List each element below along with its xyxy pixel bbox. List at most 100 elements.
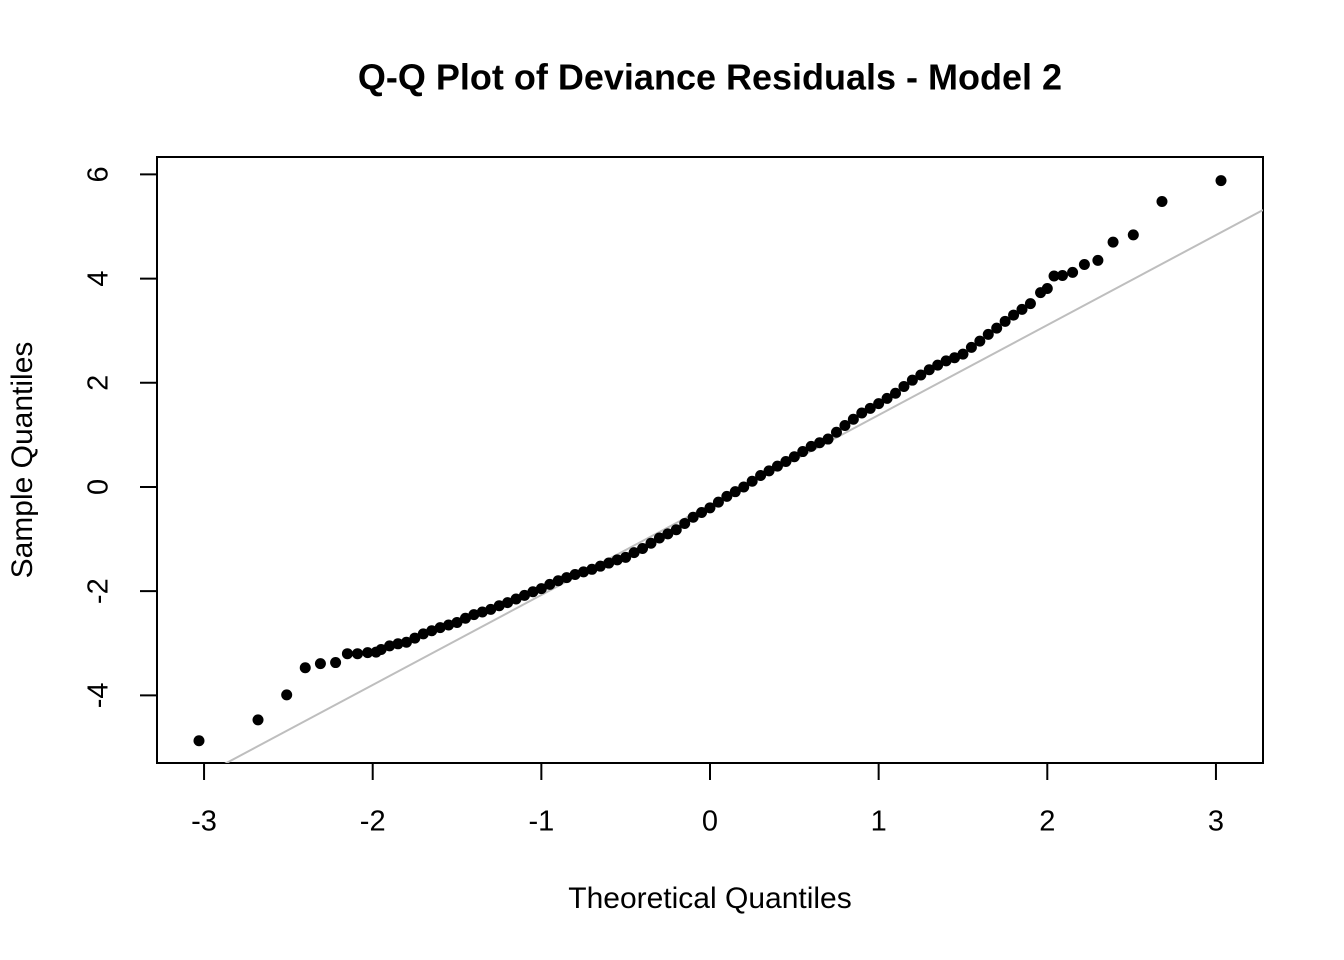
point bbox=[662, 528, 674, 540]
point bbox=[459, 612, 471, 624]
point bbox=[755, 470, 767, 482]
point bbox=[384, 640, 396, 652]
point bbox=[1215, 175, 1227, 187]
point bbox=[1127, 229, 1139, 241]
point bbox=[1092, 254, 1104, 266]
point bbox=[493, 600, 505, 612]
point bbox=[847, 413, 859, 425]
point bbox=[409, 632, 421, 644]
point bbox=[915, 369, 927, 381]
point bbox=[527, 586, 539, 598]
point bbox=[1008, 309, 1020, 321]
point bbox=[451, 616, 463, 628]
point bbox=[417, 628, 429, 640]
point bbox=[281, 689, 293, 701]
point bbox=[746, 475, 758, 487]
point bbox=[1156, 195, 1168, 207]
point bbox=[839, 420, 851, 432]
point bbox=[620, 551, 632, 563]
point bbox=[1016, 303, 1028, 315]
y-tick-label: -2 bbox=[83, 578, 115, 604]
point bbox=[535, 583, 547, 595]
plot-area bbox=[193, 175, 1263, 763]
point bbox=[965, 341, 977, 353]
point bbox=[341, 648, 353, 660]
point bbox=[856, 407, 868, 419]
point bbox=[352, 648, 364, 660]
point bbox=[485, 603, 497, 615]
point bbox=[999, 315, 1011, 327]
point bbox=[314, 658, 326, 670]
point bbox=[932, 359, 944, 371]
point bbox=[763, 465, 775, 477]
x-tick-label: 1 bbox=[871, 806, 887, 838]
point bbox=[898, 380, 910, 392]
point bbox=[330, 657, 342, 669]
x-tick-label: 2 bbox=[1039, 806, 1055, 838]
point bbox=[628, 547, 640, 559]
point bbox=[392, 638, 404, 650]
point bbox=[586, 563, 598, 575]
point bbox=[982, 328, 994, 340]
point bbox=[400, 636, 412, 648]
point bbox=[679, 517, 691, 529]
point bbox=[468, 609, 480, 621]
x-axis-label: Theoretical Quantiles bbox=[568, 882, 851, 915]
y-tick-label: 6 bbox=[83, 166, 115, 182]
point bbox=[561, 572, 573, 584]
point bbox=[890, 387, 902, 399]
point bbox=[1078, 259, 1090, 271]
point bbox=[712, 496, 724, 508]
point bbox=[830, 426, 842, 438]
point bbox=[569, 569, 581, 581]
point bbox=[518, 589, 530, 601]
point bbox=[637, 542, 649, 554]
point bbox=[1041, 282, 1053, 294]
point bbox=[1107, 236, 1119, 248]
point bbox=[544, 578, 556, 590]
point bbox=[502, 597, 514, 609]
point bbox=[814, 437, 826, 449]
point bbox=[687, 511, 699, 523]
point bbox=[510, 593, 522, 605]
point bbox=[670, 524, 682, 536]
point bbox=[426, 625, 438, 637]
point bbox=[375, 644, 387, 656]
point bbox=[864, 402, 876, 414]
x-tick-label: -3 bbox=[191, 806, 217, 838]
point bbox=[1056, 269, 1068, 281]
y-tick-label: 4 bbox=[83, 271, 115, 287]
point bbox=[193, 735, 205, 747]
point bbox=[771, 460, 783, 472]
point bbox=[1048, 270, 1060, 282]
point bbox=[906, 374, 918, 386]
point bbox=[974, 335, 986, 347]
point bbox=[881, 392, 893, 404]
point bbox=[822, 433, 834, 445]
point bbox=[443, 619, 455, 631]
point bbox=[434, 622, 446, 634]
point bbox=[991, 322, 1003, 334]
point bbox=[603, 557, 615, 569]
point bbox=[645, 537, 657, 549]
y-tick-label: -4 bbox=[83, 682, 115, 708]
point bbox=[299, 662, 311, 674]
x-tick-label: -1 bbox=[528, 806, 554, 838]
x-tick-label: 0 bbox=[702, 806, 718, 838]
point bbox=[653, 532, 665, 544]
point bbox=[957, 348, 969, 360]
point bbox=[552, 575, 564, 587]
chart-title: Q-Q Plot of Deviance Residuals - Model 2 bbox=[358, 57, 1062, 98]
y-tick-label: 2 bbox=[83, 375, 115, 391]
x-tick-label: -2 bbox=[360, 806, 386, 838]
point bbox=[1067, 266, 1079, 278]
point bbox=[252, 714, 264, 726]
point bbox=[805, 440, 817, 452]
point bbox=[949, 352, 961, 364]
point bbox=[923, 364, 935, 376]
point bbox=[1024, 298, 1036, 310]
point bbox=[797, 446, 809, 458]
point bbox=[704, 502, 716, 514]
point bbox=[578, 566, 590, 578]
point bbox=[788, 451, 800, 463]
